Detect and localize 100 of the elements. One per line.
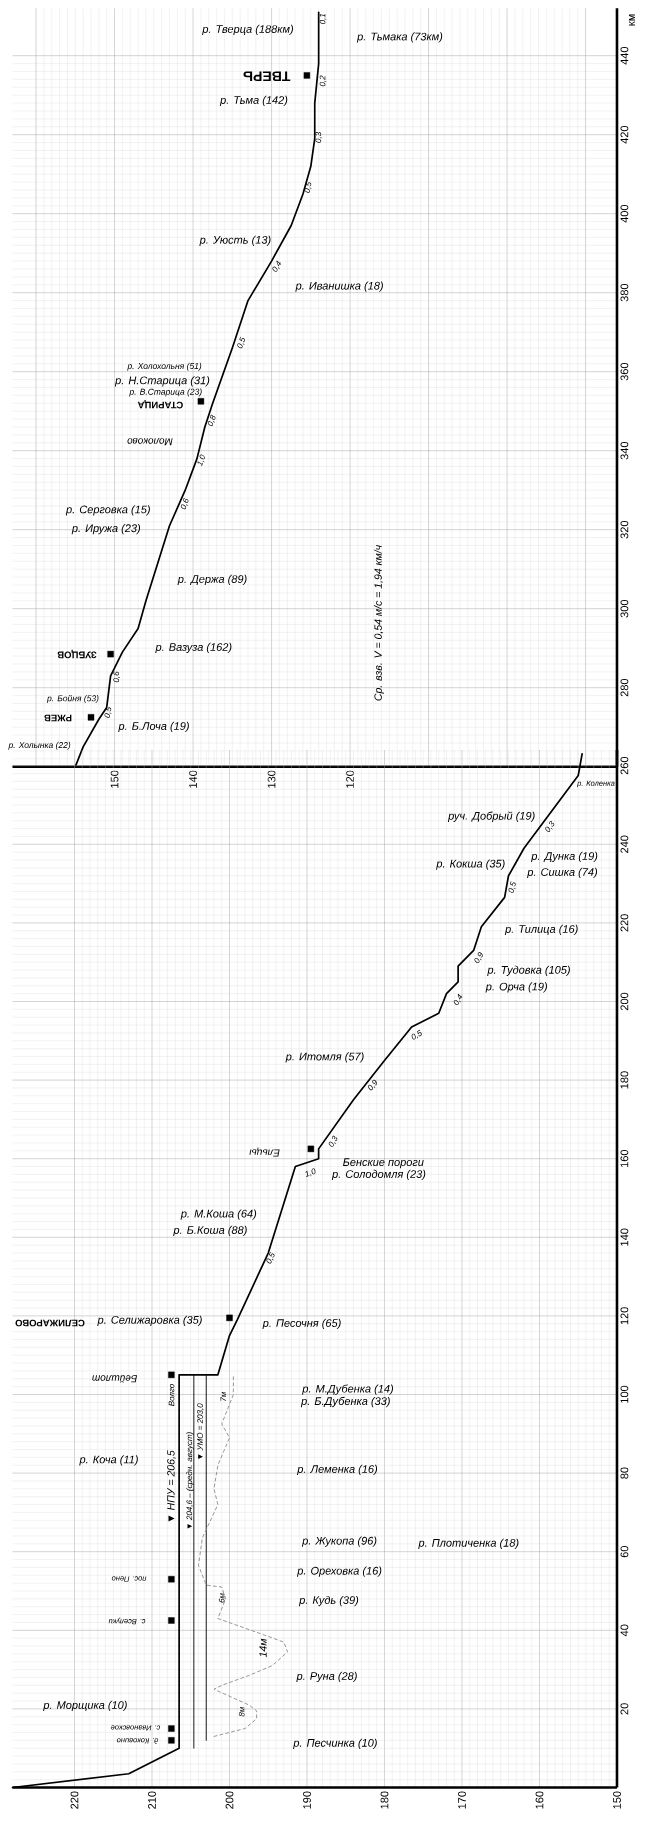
annotation: р. Плотиченка (18) xyxy=(418,1538,519,1549)
annotation: р. Б.Коша (88) xyxy=(173,1225,247,1237)
annotation: ▼ НПУ = 206,5 xyxy=(167,1450,176,1522)
annotation: р. Селижаровка (35) xyxy=(97,1315,202,1326)
annotation: ЗУБЦОВ xyxy=(57,649,97,659)
annotation: р. Ореховка (16) xyxy=(296,1566,382,1577)
annotation: 0,5 xyxy=(237,336,245,349)
annotation: р. Бойня (53) xyxy=(46,694,99,704)
annotation: 0,5 xyxy=(266,1251,275,1264)
annotation: р. М.Коша (64) xyxy=(180,1209,257,1220)
annotation: ▼ УМО = 203,0 xyxy=(197,1403,204,1460)
annotation: р. Жукопа (96) xyxy=(301,1536,377,1547)
annotation: р. Песчинка (10) xyxy=(293,1738,377,1749)
x-tick-label: 170 xyxy=(458,1791,466,1809)
annotation: р. Солодомля (23) xyxy=(331,1169,426,1181)
annotation: р. Держа (89) xyxy=(177,574,247,586)
y-tick-label: 140 xyxy=(620,1228,629,1246)
annotation: р. Тудовка (105) xyxy=(487,965,570,976)
annotation: р. Уюсть (13) xyxy=(199,235,271,246)
annotation: р. Иванишка (18) xyxy=(295,281,383,292)
annotation: р. Тилица (16) xyxy=(504,924,578,936)
y-tick-label: 20 xyxy=(620,1703,629,1715)
annotation: РЖЕВ xyxy=(44,714,72,722)
annotation: 8м xyxy=(238,1706,245,1717)
annotation: 0,4 xyxy=(453,993,463,1006)
annotation: р. В.Старица (23) xyxy=(129,388,202,397)
annotation: 0,1 xyxy=(319,13,327,24)
y-tick-label: 360 xyxy=(620,362,629,381)
annotation: 0,3 xyxy=(328,1135,338,1147)
annotation: р. Холохольня (51) xyxy=(127,362,202,371)
annotation: р. Коча (11) xyxy=(79,1455,138,1466)
y-tick-label: 120 xyxy=(620,1307,629,1325)
annotation: р. Тьма (142) xyxy=(219,95,288,107)
y-tick-label: 220 xyxy=(620,914,629,932)
annotation: р. Руна (28) xyxy=(296,1671,357,1683)
annotation: 0,9 xyxy=(368,1079,378,1091)
x-tick-label: 190 xyxy=(303,1791,311,1809)
y-tick-label: 340 xyxy=(620,441,629,460)
annotation: р. Тверца (188км) xyxy=(202,24,294,36)
annotation: Молоково xyxy=(127,438,173,446)
y-tick-label: 60 xyxy=(620,1546,629,1558)
annotation: 0,2 xyxy=(319,75,327,87)
annotation: 0,4 xyxy=(272,260,282,272)
y-tick-label: 40 xyxy=(620,1624,629,1637)
x-tick-label: 120 xyxy=(346,770,354,788)
annotation: 0,6 xyxy=(180,497,189,510)
annotation: 0,5 xyxy=(508,881,516,893)
annotation: ▼ 204,6 – (средн. август) xyxy=(186,1432,194,1529)
y-tick-label: 240 xyxy=(620,835,629,853)
annotation: Бенские пороги xyxy=(343,1158,424,1169)
annotation: р. Дунка (19) xyxy=(531,851,598,863)
x-tick-label: 220 xyxy=(70,1791,79,1809)
annotation: 1,0 xyxy=(305,1168,316,1177)
annotation: 7м xyxy=(220,1391,227,1401)
y-tick-label: 300 xyxy=(620,599,629,618)
annotation: р. Вазуза (162) xyxy=(155,642,232,654)
annotation: р. Орча (19) xyxy=(485,982,547,993)
y-axis-title: км xyxy=(629,14,635,26)
annotation: р. Итомля (57) xyxy=(285,1052,364,1063)
annotation: 1,0 xyxy=(197,454,205,467)
y-tick-label: 420 xyxy=(620,125,629,144)
annotation: р. М.Дубенка (14) xyxy=(302,1384,394,1395)
annotation: р. Сишка (74) xyxy=(527,867,598,879)
annotation: СЕЛИЖАРОВО xyxy=(15,1319,85,1327)
annotation: 6м xyxy=(218,1593,225,1603)
annotation: р. Б.Лоча (19) xyxy=(118,721,189,733)
annotation: 0,9 xyxy=(474,952,483,964)
y-tick-label: 380 xyxy=(620,283,629,302)
y-tick-label: 180 xyxy=(620,1071,629,1089)
x-tick-label: 210 xyxy=(148,1791,156,1809)
annotation: р. Иружа (23) xyxy=(71,524,141,535)
y-tick-label: 100 xyxy=(620,1385,629,1403)
y-tick-label: 400 xyxy=(620,204,629,223)
annotation: СТАРИЦА xyxy=(137,399,183,409)
annotation: 0,3 xyxy=(315,131,323,143)
x-tick-label: 200 xyxy=(225,1791,234,1809)
x-tick-label: 160 xyxy=(535,1791,544,1809)
x-tick-label: 150 xyxy=(110,770,119,788)
annotation: Ельцы xyxy=(249,1147,280,1157)
annotation: р. Б.Дубенка (33) xyxy=(300,1396,390,1408)
annotation: р. Леменка (16) xyxy=(297,1464,378,1476)
annotation: р. Н.Старица (31) xyxy=(114,376,210,387)
annotation: р. Холынка (22) xyxy=(8,741,71,750)
annotation: руч. Добрый (19) xyxy=(447,811,535,822)
annotation: Волго xyxy=(168,1384,175,1406)
y-tick-label: 260 xyxy=(620,756,629,775)
annotation: 0,3 xyxy=(545,821,555,832)
x-tick-label: 130 xyxy=(267,770,276,788)
annotation: р. Серговка (15) xyxy=(65,505,150,516)
y-tick-label: 440 xyxy=(620,46,629,65)
annotation: р. Песочня (65) xyxy=(262,1318,341,1330)
y-tick-label: 160 xyxy=(620,1149,629,1168)
y-tick-label: 200 xyxy=(620,992,629,1011)
annotation: 14м xyxy=(259,1638,267,1658)
annotation: 0,5 xyxy=(411,1029,422,1040)
annotation: р. Морщика (10) xyxy=(43,1700,127,1712)
y-tick-label: 280 xyxy=(620,678,629,697)
y-tick-label: 320 xyxy=(620,520,629,539)
annotation: р. Кудь (39) xyxy=(298,1595,359,1607)
annotation: 0,6 xyxy=(113,671,121,683)
